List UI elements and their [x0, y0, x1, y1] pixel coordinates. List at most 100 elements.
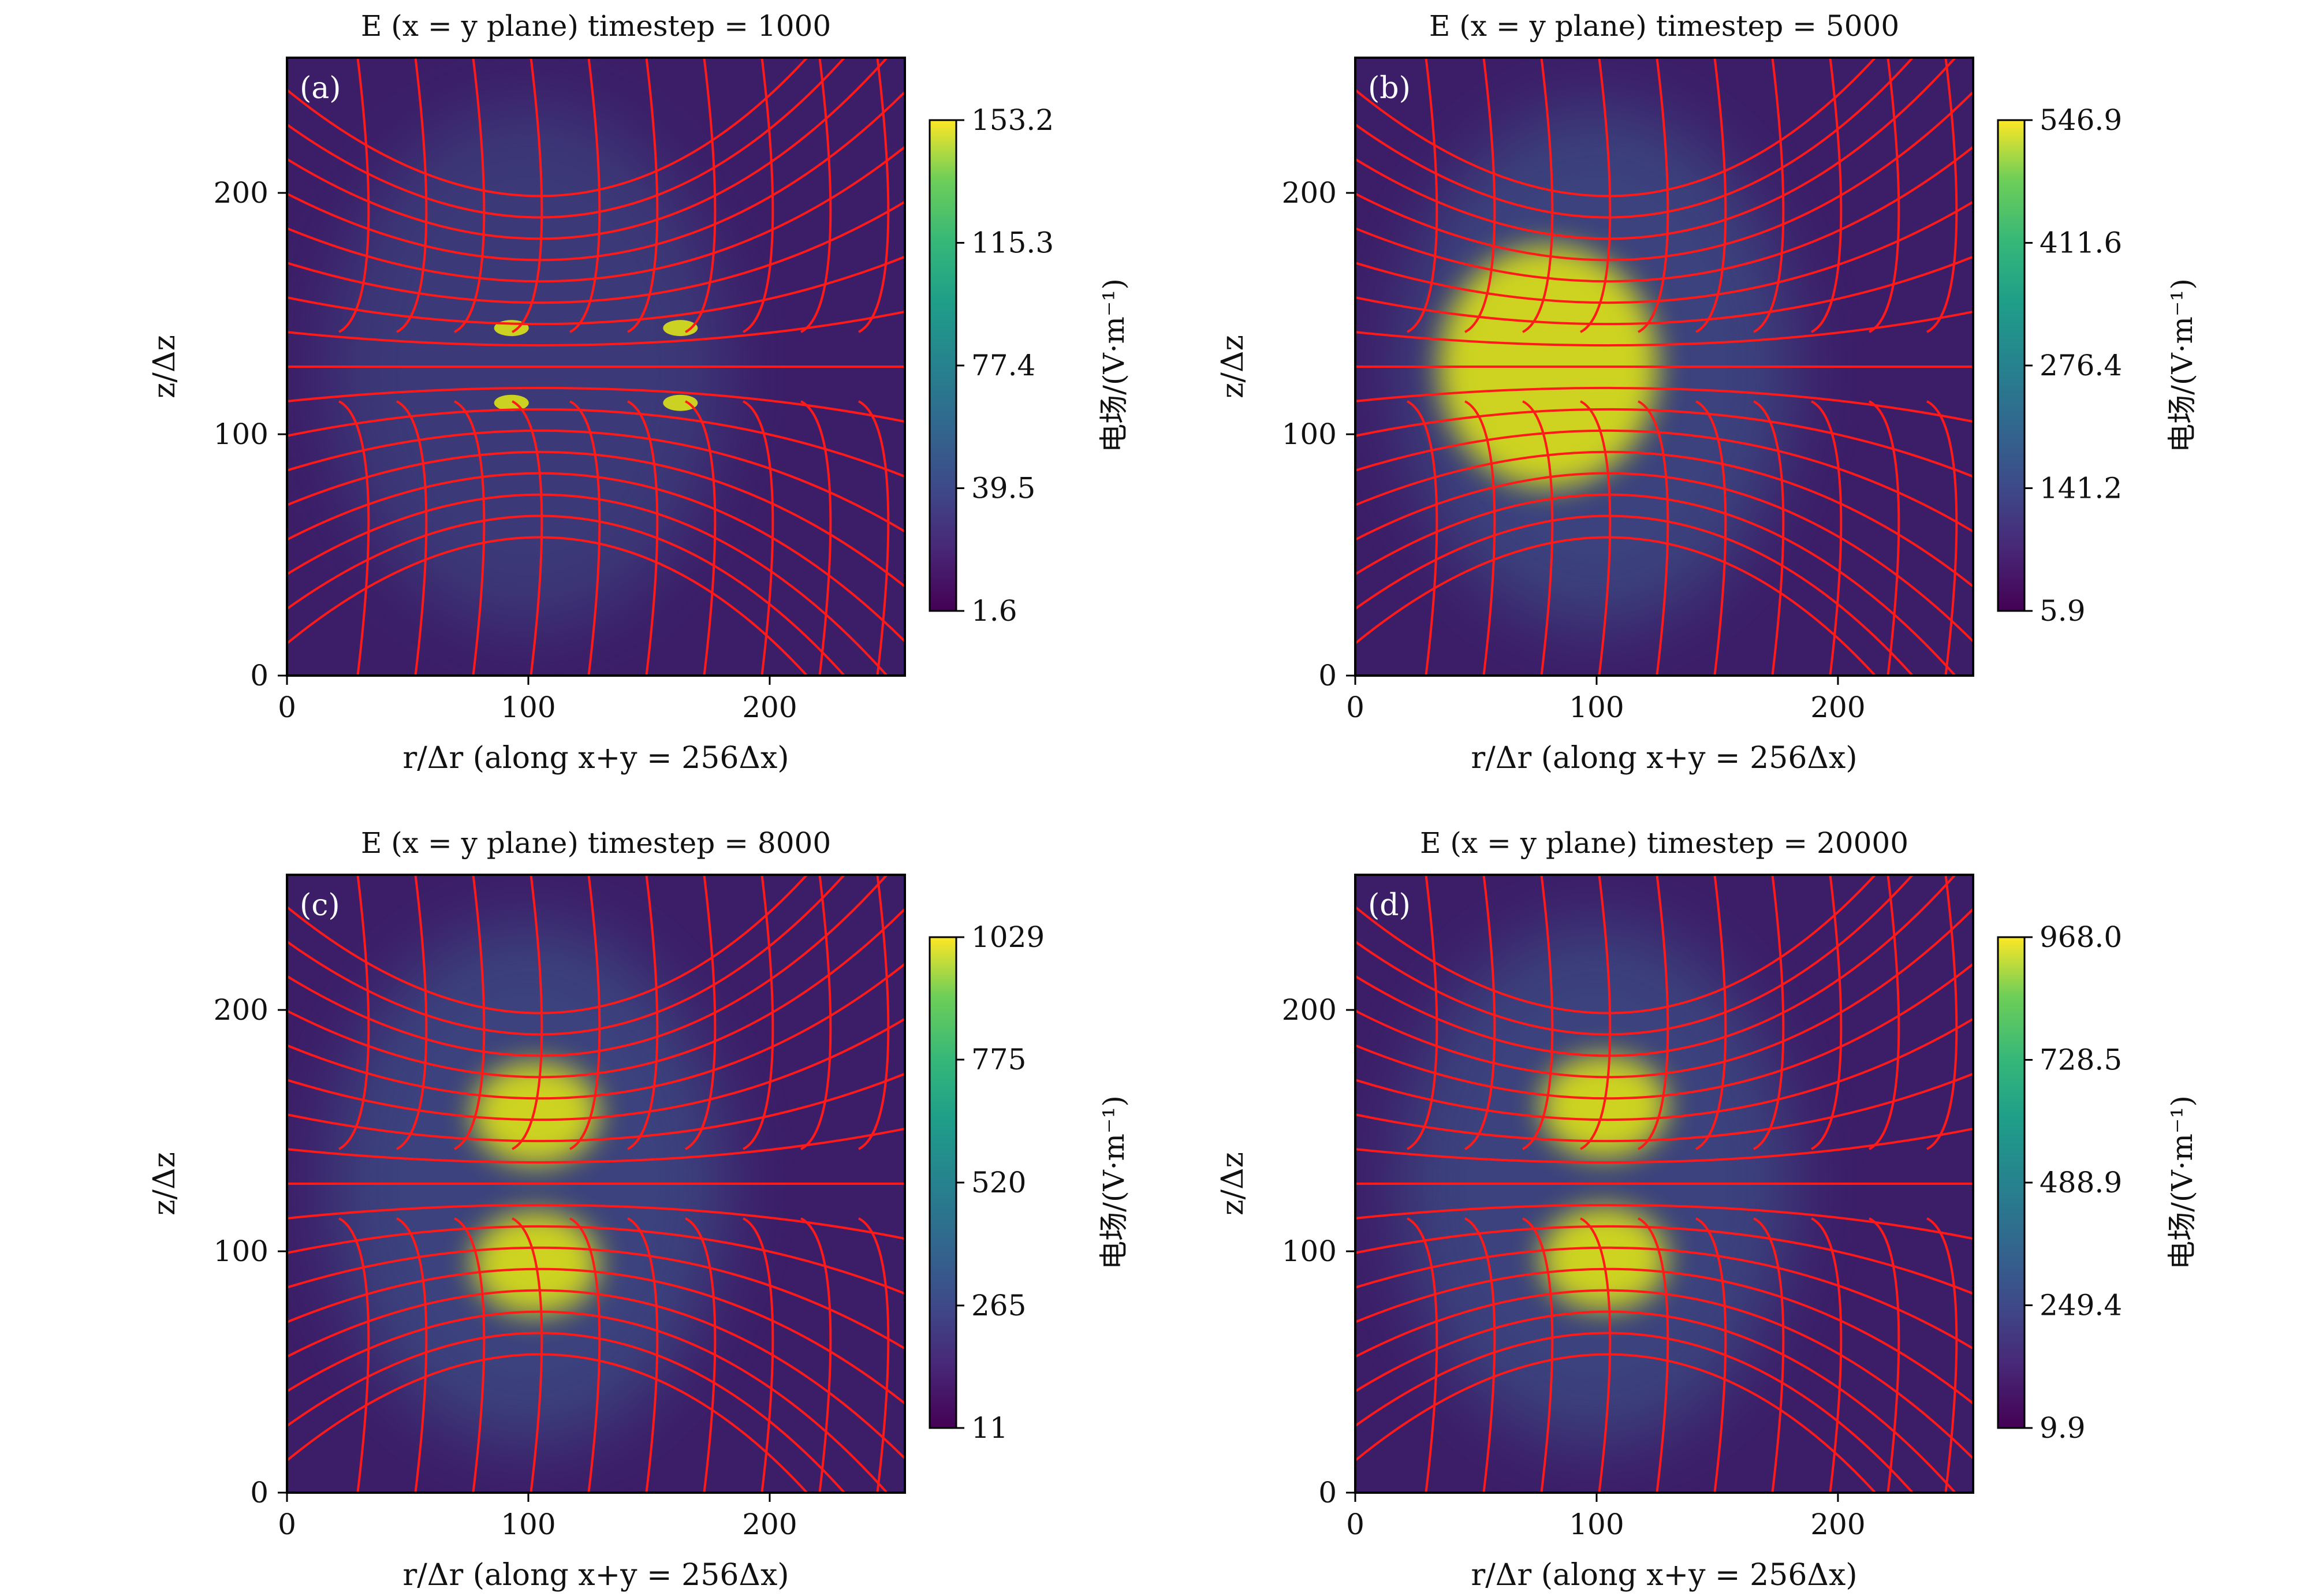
streamline — [858, 58, 890, 333]
streamlines — [287, 875, 905, 1493]
streamline — [287, 1017, 905, 1121]
colorbar — [929, 936, 957, 1429]
colorbar-tick-label: 546.9 — [2040, 103, 2122, 137]
streamline — [1753, 1217, 1785, 1493]
streamline — [1355, 1246, 1973, 1350]
panel-letter: (a) — [300, 71, 341, 106]
streamline — [287, 536, 808, 676]
y-tick-label: 200 — [214, 993, 269, 1027]
streamline — [287, 1267, 905, 1405]
streamline — [512, 58, 543, 333]
streamline — [800, 875, 832, 1150]
streamline — [1355, 450, 1973, 588]
streamline — [338, 1217, 370, 1493]
colorbar-tick-label: 488.9 — [2040, 1166, 2122, 1199]
streamline — [287, 200, 905, 304]
colorbar-tick-label: 9.9 — [2040, 1411, 2086, 1445]
colorbar-tick-label: 11 — [971, 1411, 1008, 1445]
streamline — [1522, 400, 1554, 676]
streamline — [454, 1217, 486, 1493]
x-tick-label: 100 — [1569, 1508, 1624, 1541]
colorbar-tick-label: 153.2 — [971, 103, 1054, 137]
streamline — [454, 400, 486, 676]
colorbar — [1997, 936, 2026, 1429]
streamlines — [1355, 58, 1973, 676]
streamline — [800, 58, 832, 333]
streamline — [1355, 429, 1973, 533]
streamline — [287, 1289, 905, 1460]
streamline — [1695, 875, 1727, 1150]
colorbar-label: 电场/(V·m⁻¹) — [2165, 278, 2199, 453]
streamline — [627, 1217, 659, 1493]
streamline — [1355, 90, 1973, 262]
colorbar-tick-label: 265 — [971, 1289, 1026, 1322]
x-tick-label: 100 — [1569, 691, 1624, 724]
streamline — [1355, 1017, 1973, 1121]
streamline — [287, 429, 905, 533]
colorbar — [1997, 119, 2026, 612]
streamline — [512, 400, 543, 676]
colorbar-tick-label: 141.2 — [2040, 471, 2122, 505]
streamline — [287, 1127, 905, 1164]
streamline — [1869, 1217, 1900, 1493]
streamline — [512, 875, 543, 1150]
panel-letter: (d) — [1368, 888, 1411, 923]
colorbar-label: 电场/(V·m⁻¹) — [1097, 278, 1131, 453]
streamline — [1926, 875, 1958, 1150]
x-tick-label: 200 — [742, 1508, 797, 1541]
colorbar-tick-label: 728.5 — [2040, 1043, 2122, 1076]
streamline — [512, 1217, 543, 1493]
streamline — [1464, 58, 1496, 333]
colorbar-tick-label: 5.9 — [2040, 594, 2086, 628]
streamline — [1522, 58, 1554, 333]
streamline — [1811, 1217, 1843, 1493]
streamline — [1355, 386, 1973, 423]
streamline — [1464, 1217, 1496, 1493]
panel-2: 0 100 200 0 100 200 E (x = y plane) timestep =… — [147, 826, 1131, 1593]
colorbar — [929, 119, 957, 612]
streamline — [287, 90, 905, 262]
streamline — [1869, 400, 1900, 676]
streamline — [743, 875, 774, 1150]
x-tick-label: 0 — [1346, 1508, 1364, 1541]
streamline — [1355, 875, 1957, 1057]
colorbar-tick-label: 968.0 — [2040, 920, 2122, 954]
streamline — [1355, 145, 1973, 283]
streamline — [1580, 400, 1612, 676]
streamline — [1869, 875, 1900, 1150]
y-tick-label: 0 — [250, 659, 269, 692]
streamline — [569, 400, 601, 676]
streamline — [454, 875, 486, 1150]
streamline — [1355, 1127, 1973, 1164]
y-tick-label: 100 — [1282, 417, 1337, 451]
streamline — [287, 58, 846, 219]
colorbar-tick-label: 77.4 — [971, 349, 1035, 382]
streamline — [1464, 875, 1496, 1150]
y-tick-label: 0 — [1318, 659, 1337, 692]
streamline — [287, 1310, 889, 1493]
panel-3: 0 100 200 0 100 200 E (x = y plane) timestep =… — [1216, 826, 2199, 1593]
streamline — [287, 907, 905, 1079]
streamline — [287, 58, 808, 197]
x-axis-label: r/Δr (along x+y = 256Δx) — [1471, 1558, 1857, 1593]
streamline — [1811, 58, 1843, 333]
colorbar-tick-label: 775 — [971, 1043, 1026, 1076]
streamline — [1638, 58, 1669, 333]
y-tick-label: 0 — [250, 1476, 269, 1509]
streamline — [1355, 1310, 1957, 1493]
streamline — [1355, 907, 1973, 1079]
streamline — [627, 58, 659, 333]
streamline — [338, 875, 370, 1150]
streamline — [396, 1217, 428, 1493]
field-layer — [287, 875, 905, 1493]
streamline — [1407, 1217, 1438, 1493]
streamline — [287, 875, 808, 1015]
streamline — [1638, 1217, 1669, 1493]
x-tick-label: 0 — [278, 691, 296, 724]
streamline — [287, 493, 889, 676]
panel-letter: (c) — [300, 888, 340, 923]
streamline — [685, 1217, 717, 1493]
streamline — [569, 875, 601, 1150]
streamline — [743, 58, 774, 333]
